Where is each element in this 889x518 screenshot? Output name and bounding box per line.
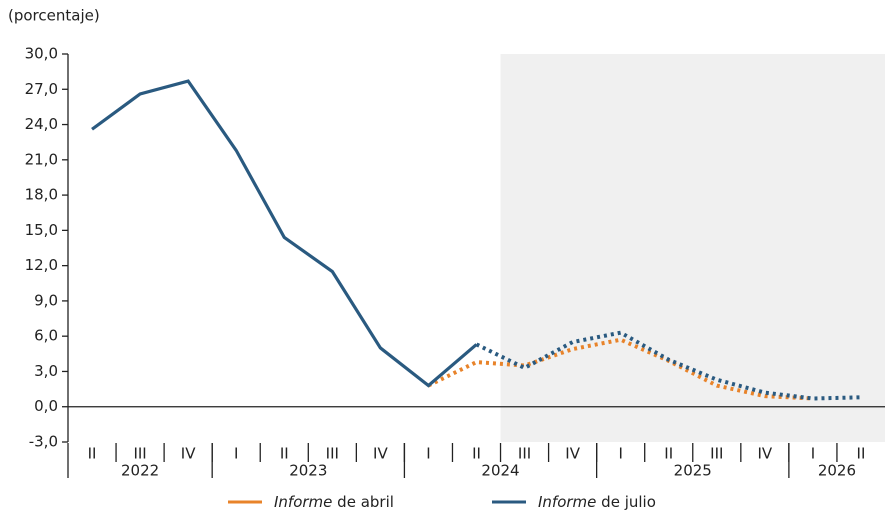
x-tick-label: I: [426, 445, 430, 463]
year-label: 2025: [674, 462, 712, 480]
y-tick-label: 30,0: [25, 45, 58, 63]
x-tick-label: II: [88, 445, 97, 463]
x-tick-label: IV: [758, 445, 773, 463]
y-tick-label: 9,0: [34, 291, 58, 309]
x-tick-label: II: [664, 445, 673, 463]
y-axis-label: (porcentaje): [8, 7, 100, 25]
y-tick-label: 18,0: [25, 186, 58, 204]
x-tick-label: II: [472, 445, 481, 463]
forecast-line: [475, 330, 862, 401]
x-tick-label: II: [857, 445, 866, 463]
y-tick-label: 15,0: [25, 221, 58, 239]
x-tick-label: III: [710, 445, 723, 463]
x-tick-label: I: [234, 445, 238, 463]
year-label: 2026: [818, 462, 856, 480]
y-tick-label: 24,0: [25, 115, 58, 133]
forecast-shade: [500, 54, 885, 442]
data-line: [91, 79, 478, 388]
x-tick-label: I: [811, 445, 815, 463]
x-tick-label: IV: [181, 445, 196, 463]
y-tick-label: 12,0: [25, 256, 58, 274]
x-tick-label: III: [326, 445, 339, 463]
x-tick-label: I: [618, 445, 622, 463]
x-tick-label: IV: [373, 445, 388, 463]
year-label: 2023: [289, 462, 327, 480]
legend-label: Informe de abril: [274, 493, 394, 511]
year-label: 2024: [481, 462, 519, 480]
y-tick-label: 21,0: [25, 150, 58, 168]
x-tick-label: III: [518, 445, 531, 463]
x-tick-label: III: [133, 445, 146, 463]
legend-label: Informe de julio: [538, 493, 656, 511]
y-tick-label: 0,0: [34, 397, 58, 415]
y-tick-label: 3,0: [34, 362, 58, 380]
x-tick-label: IV: [565, 445, 580, 463]
x-tick-label: II: [280, 445, 289, 463]
year-label: 2022: [121, 462, 159, 480]
y-tick-label: 27,0: [25, 80, 58, 98]
y-tick-label: -3,0: [29, 433, 58, 451]
y-tick-label: 6,0: [34, 327, 58, 345]
